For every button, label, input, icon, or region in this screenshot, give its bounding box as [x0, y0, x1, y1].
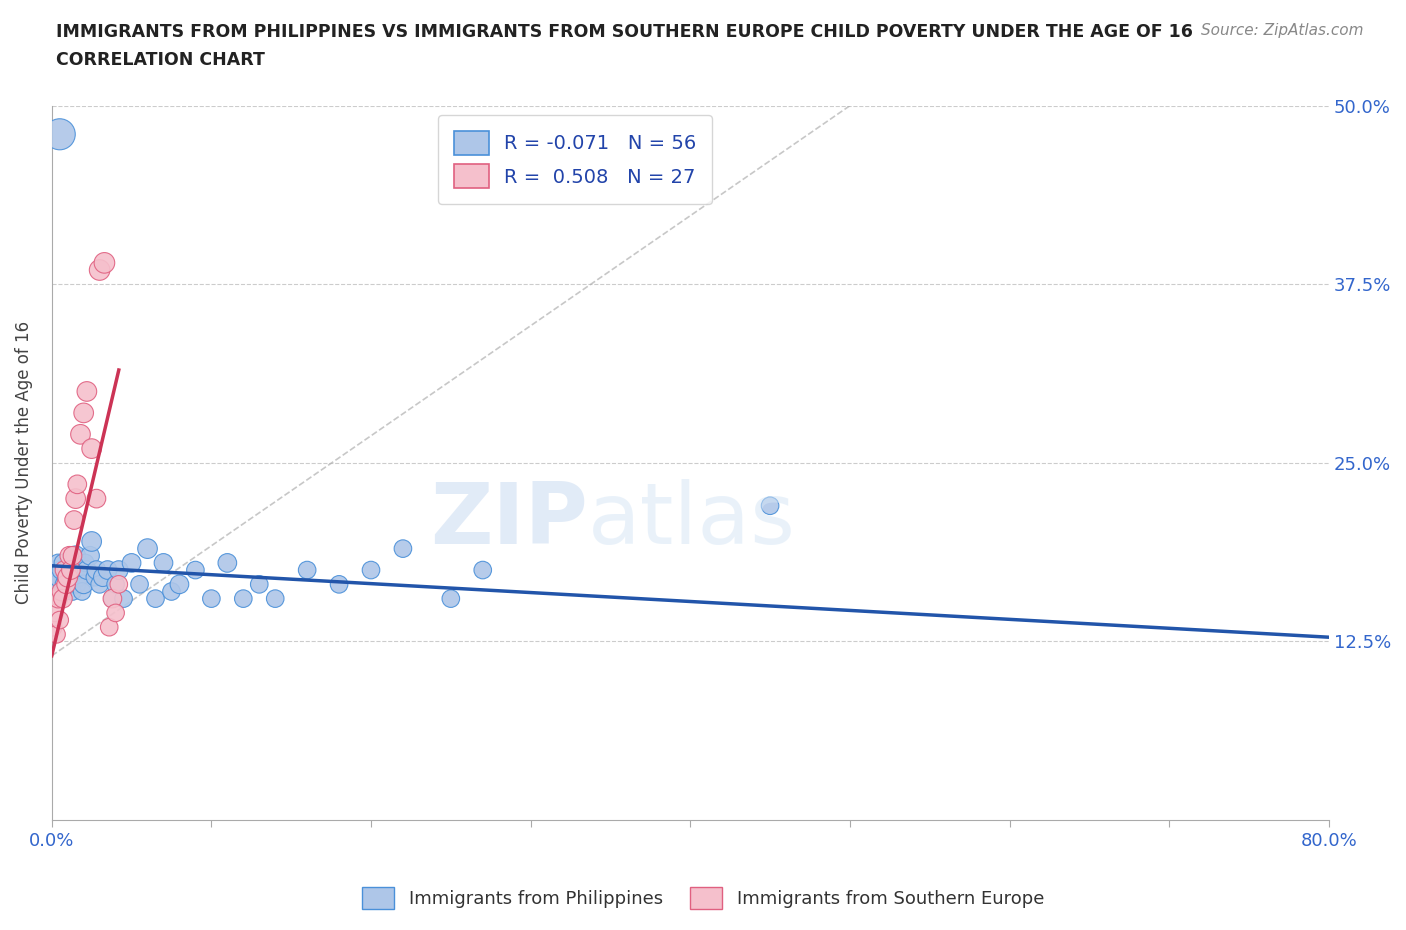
- Point: [232, 591, 254, 606]
- Point: [121, 555, 143, 570]
- Point: [66, 477, 89, 492]
- Point: [76, 384, 98, 399]
- Point: [328, 577, 350, 591]
- Point: [79, 549, 101, 564]
- Point: [128, 577, 150, 591]
- Point: [86, 491, 108, 506]
- Point: [76, 563, 98, 578]
- Point: [65, 549, 87, 564]
- Point: [62, 584, 84, 599]
- Point: [46, 555, 69, 570]
- Point: [65, 563, 87, 578]
- Point: [53, 577, 76, 591]
- Y-axis label: Child Poverty Under the Age of 16: Child Poverty Under the Age of 16: [15, 322, 32, 604]
- Point: [360, 563, 382, 578]
- Text: Source: ZipAtlas.com: Source: ZipAtlas.com: [1201, 23, 1364, 38]
- Point: [101, 591, 124, 606]
- Point: [91, 570, 114, 585]
- Point: [52, 591, 75, 606]
- Point: [52, 555, 75, 570]
- Text: IMMIGRANTS FROM PHILIPPINES VS IMMIGRANTS FROM SOUTHERN EUROPE CHILD POVERTY UND: IMMIGRANTS FROM PHILIPPINES VS IMMIGRANT…: [56, 23, 1194, 41]
- Point: [59, 570, 82, 585]
- Point: [89, 577, 111, 591]
- Point: [247, 577, 270, 591]
- Point: [75, 555, 97, 570]
- Point: [69, 427, 91, 442]
- Text: atlas: atlas: [588, 479, 796, 562]
- Point: [152, 555, 174, 570]
- Legend: R = -0.071   N = 56, R =  0.508   N = 27: R = -0.071 N = 56, R = 0.508 N = 27: [439, 115, 713, 204]
- Point: [69, 563, 91, 578]
- Point: [83, 570, 105, 585]
- Point: [63, 512, 86, 527]
- Point: [56, 563, 79, 578]
- Point: [59, 563, 82, 578]
- Point: [86, 563, 108, 578]
- Point: [51, 563, 73, 578]
- Point: [55, 577, 77, 591]
- Point: [264, 591, 287, 606]
- Point: [73, 405, 96, 420]
- Legend: Immigrants from Philippines, Immigrants from Southern Europe: Immigrants from Philippines, Immigrants …: [354, 880, 1052, 916]
- Point: [44, 563, 66, 578]
- Point: [66, 577, 89, 591]
- Point: [48, 126, 70, 141]
- Point: [104, 605, 127, 620]
- Point: [104, 577, 127, 591]
- Point: [392, 541, 415, 556]
- Point: [295, 563, 318, 578]
- Point: [45, 577, 67, 591]
- Point: [89, 262, 111, 277]
- Point: [56, 577, 79, 591]
- Point: [80, 441, 103, 456]
- Point: [440, 591, 463, 606]
- Point: [63, 563, 86, 578]
- Point: [97, 563, 120, 578]
- Point: [107, 563, 129, 578]
- Point: [62, 549, 84, 564]
- Point: [65, 491, 87, 506]
- Point: [107, 577, 129, 591]
- Point: [160, 584, 183, 599]
- Point: [136, 541, 159, 556]
- Point: [67, 570, 90, 585]
- Point: [80, 534, 103, 549]
- Point: [217, 555, 239, 570]
- Point: [58, 549, 80, 564]
- Point: [98, 619, 121, 634]
- Point: [200, 591, 222, 606]
- Point: [58, 563, 80, 578]
- Point: [101, 591, 124, 606]
- Point: [48, 613, 70, 628]
- Point: [51, 584, 73, 599]
- Point: [169, 577, 191, 591]
- Text: ZIP: ZIP: [430, 479, 588, 562]
- Point: [184, 563, 207, 578]
- Point: [48, 570, 70, 585]
- Point: [759, 498, 782, 513]
- Point: [73, 577, 96, 591]
- Point: [42, 619, 65, 634]
- Point: [471, 563, 494, 578]
- Text: CORRELATION CHART: CORRELATION CHART: [56, 51, 266, 69]
- Point: [45, 627, 67, 642]
- Point: [53, 563, 76, 578]
- Point: [70, 584, 93, 599]
- Point: [112, 591, 135, 606]
- Point: [55, 570, 77, 585]
- Point: [93, 256, 115, 271]
- Point: [145, 591, 167, 606]
- Point: [56, 570, 79, 585]
- Point: [44, 605, 66, 620]
- Point: [46, 591, 69, 606]
- Point: [52, 584, 75, 599]
